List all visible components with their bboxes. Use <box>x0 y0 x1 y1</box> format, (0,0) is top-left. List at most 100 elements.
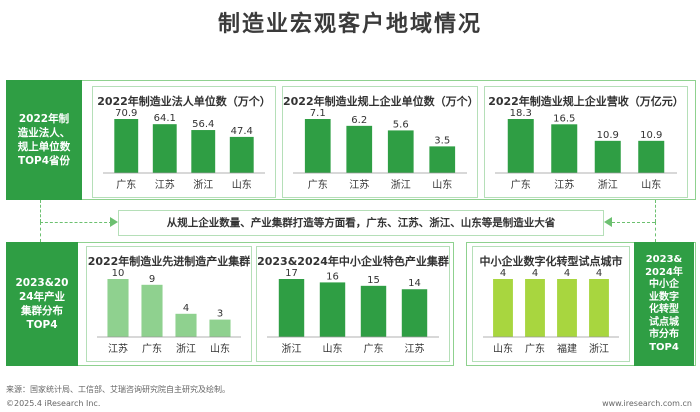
category-label: 江苏 <box>349 178 369 191</box>
bar-value-label: 70.9 <box>115 108 137 119</box>
bar-value-label: 7.1 <box>310 108 326 119</box>
source-note: 来源：国家统计局、工信部、艾瑞咨询研究院自主研究及绘制。 <box>6 385 230 394</box>
category-label: 广东 <box>364 342 384 355</box>
category-label: 山东 <box>432 178 452 191</box>
connector-right-horizontal <box>612 222 655 223</box>
category-label: 广东 <box>116 178 136 191</box>
chart-title: 2022年制造业规上企业单位数（万个） <box>283 95 479 108</box>
bar <box>319 282 346 337</box>
arrow-right-icon <box>110 217 118 227</box>
category-label: 浙江 <box>282 343 302 355</box>
bar-value-label: 15 <box>367 275 380 286</box>
category-label: 浙江 <box>391 179 411 191</box>
category-label: 江苏 <box>405 342 425 355</box>
bar <box>589 279 609 337</box>
chart-title: 中小企业数字化转型试点城市 <box>479 255 623 268</box>
bar <box>346 125 373 173</box>
bar-value-label: 4 <box>596 268 602 279</box>
bar <box>401 289 428 337</box>
bar <box>594 140 621 173</box>
category-label: 浙江 <box>589 343 609 355</box>
connector-right-vertical <box>655 200 656 222</box>
top-sidebar-label: 2022年制 造业法人、 规上单位数 TOP4省份 <box>6 80 82 200</box>
summary-banner: 从规上企业数量、产业集群打造等方面看，广东、江苏、浙江、山东等是制造业大省 <box>118 210 604 236</box>
category-label: 江苏 <box>155 178 175 191</box>
bar-value-label: 10 <box>112 268 125 279</box>
category-label: 山东 <box>323 342 343 355</box>
bar-value-label: 64.1 <box>154 113 176 124</box>
chart-panel-revenue: 2022年制造业规上企业营收（万亿元） 18.3 广东 16.5 江苏 10.9 浙江 10… <box>484 86 688 198</box>
category-label: 广东 <box>511 178 531 191</box>
chart-panel-sme-clusters: 2023&2024年中小企业特色产业集群 17 浙江 16 山东 15 广东 14 江苏 <box>256 246 450 362</box>
chart-svg: 10 江苏 9 广东 4 浙江 3 山东 <box>97 268 241 355</box>
chart-svg: 4 山东 4 广东 4 福建 4 浙江 <box>483 268 619 355</box>
bar <box>493 279 513 337</box>
bar <box>209 319 231 337</box>
category-label: 江苏 <box>554 178 574 191</box>
bar-value-label: 56.4 <box>192 119 214 130</box>
bar-value-label: 18.3 <box>510 108 532 119</box>
bar <box>387 130 414 173</box>
bar <box>360 285 387 337</box>
bar-value-label: 3.5 <box>434 135 450 146</box>
copyright: ©2025.4 iResearch Inc. <box>6 399 101 408</box>
chart-svg: 7.1 广东 6.2 江苏 5.6 浙江 3.5 山东 <box>293 108 467 191</box>
category-label: 山东 <box>210 342 230 355</box>
bar <box>175 313 197 337</box>
bar-value-label: 4 <box>183 303 189 314</box>
category-label: 山东 <box>493 342 513 355</box>
bar <box>141 284 163 337</box>
bar-value-label: 9 <box>149 274 155 285</box>
chart-svg: 70.9 广东 64.1 江苏 56.4 浙江 47.4 山东 <box>103 108 265 191</box>
chart-title: 2022年制造业先进制造产业集群 <box>87 255 251 268</box>
bar-value-label: 4 <box>564 268 570 279</box>
bar <box>429 146 456 173</box>
bar <box>525 279 545 337</box>
bar-value-label: 5.6 <box>393 119 409 130</box>
bar-value-label: 47.4 <box>231 126 253 137</box>
bar <box>507 119 534 173</box>
category-label: 浙江 <box>598 179 618 191</box>
bottom-left-sidebar-label: 2023&20 24年产业 集群分布 TOP4 <box>6 242 78 366</box>
bar <box>229 136 254 173</box>
bar <box>152 124 177 173</box>
bar-value-label: 6.2 <box>351 115 367 126</box>
category-label: 山东 <box>641 178 661 191</box>
chart-svg: 18.3 广东 16.5 江苏 10.9 浙江 10.9 山东 <box>495 108 677 191</box>
bar-value-label: 4 <box>532 268 538 279</box>
website: www.iresearch.com.cn <box>602 399 692 408</box>
chart-svg: 17 浙江 16 山东 15 广东 14 江苏 <box>267 268 439 355</box>
category-label: 广东 <box>525 342 545 355</box>
category-label: 广东 <box>308 178 328 191</box>
bar-value-label: 17 <box>285 268 298 279</box>
chart-panel-digital-pilot-cities: 中小企业数字化转型试点城市 4 山东 4 广东 4 福建 4 浙江 <box>472 246 630 362</box>
bar-value-label: 3 <box>217 309 223 320</box>
bottom-right-section-border <box>466 242 696 366</box>
arrow-left-icon <box>604 217 612 227</box>
bar-value-label: 14 <box>408 278 421 289</box>
bar-value-label: 16.5 <box>553 113 575 124</box>
bar-value-label: 10.9 <box>597 130 619 141</box>
bar <box>551 124 578 173</box>
chart-panel-legal-units: 2022年制造业法人单位数（万个） 70.9 广东 64.1 江苏 56.4 浙江 47.4… <box>92 86 276 198</box>
chart-title: 2022年制造业法人单位数（万个） <box>97 95 271 108</box>
chart-panel-large-units: 2022年制造业规上企业单位数（万个） 7.1 广东 6.2 江苏 5.6 浙江 3.5 山东 <box>282 86 479 198</box>
bar <box>304 119 331 173</box>
bar-value-label: 4 <box>500 268 506 279</box>
bar <box>114 119 139 173</box>
bar <box>278 279 305 337</box>
bar-value-label: 10.9 <box>640 130 662 141</box>
top-sidebar-text: 2022年制 造业法人、 规上单位数 TOP4省份 <box>17 113 71 167</box>
category-label: 浙江 <box>193 179 213 191</box>
category-label: 广东 <box>142 342 162 355</box>
bar <box>191 130 216 173</box>
page-title: 制造业宏观客户地域情况 <box>217 12 482 37</box>
chart-panel-advanced-clusters: 2022年制造业先进制造产业集群 10 江苏 9 广东 4 浙江 3 山东 <box>86 246 252 362</box>
category-label: 江苏 <box>108 342 128 355</box>
chart-title: 2023&2024年中小企业特色产业集群 <box>257 255 449 268</box>
bottom-left-sidebar-text: 2023&20 24年产业 集群分布 TOP4 <box>15 277 69 331</box>
chart-title: 2022年制造业规上企业营收（万亿元） <box>488 95 684 108</box>
category-label: 浙江 <box>176 343 196 355</box>
bar-value-label: 16 <box>326 271 339 282</box>
bottom-right-sidebar-text: 2023& 2024年 中小企 业数字 化转型 试点城 市分布 TOP4 <box>645 254 683 353</box>
